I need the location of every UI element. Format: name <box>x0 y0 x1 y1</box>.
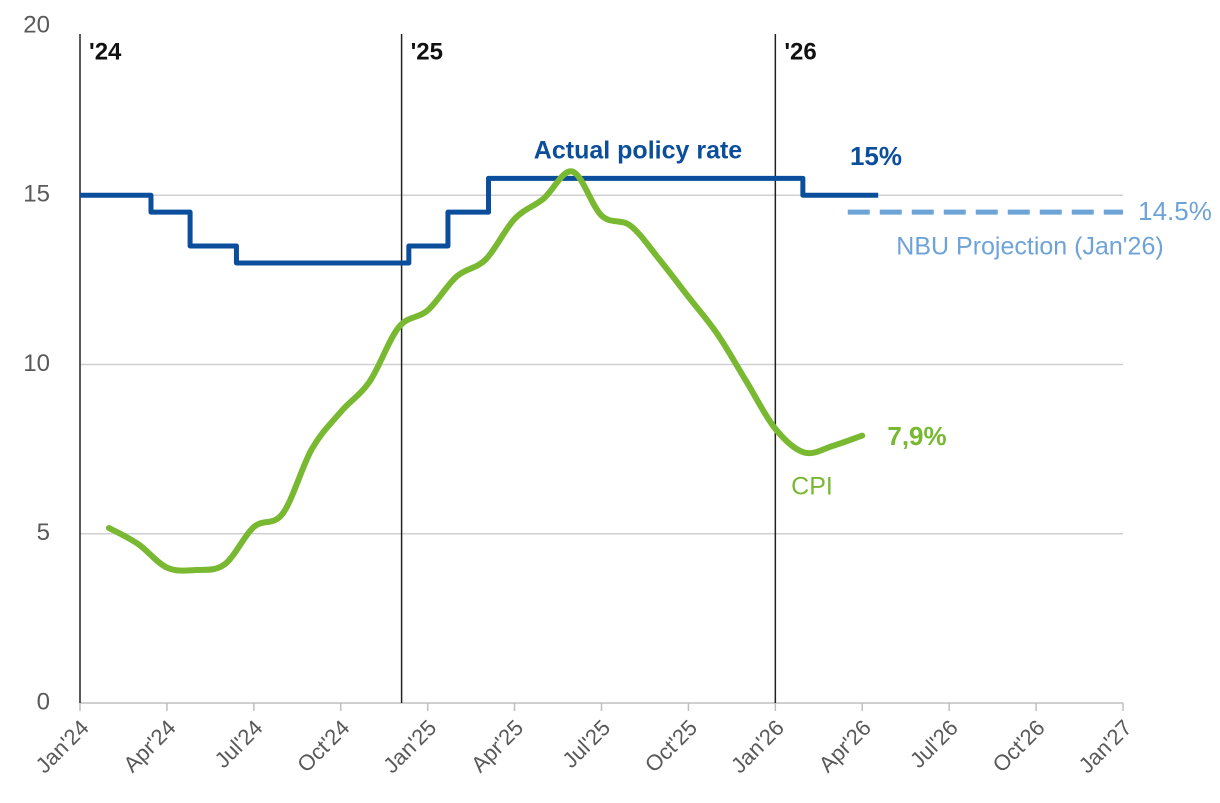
x-tick-label: Oct'26 <box>988 715 1050 777</box>
y-tick-label: 10 <box>23 350 50 377</box>
x-tick-label: Oct'25 <box>640 715 702 777</box>
x-tick-label: Apr'26 <box>814 715 876 777</box>
x-tick-label: Jan'25 <box>378 715 441 778</box>
series-label: CPI <box>791 473 833 501</box>
series-line <box>80 175 879 266</box>
x-tick-label: Jan'24 <box>31 715 94 778</box>
series-label: NBU Projection (Jan'26) <box>896 233 1163 261</box>
x-tick-label: Oct'24 <box>292 715 354 777</box>
period-label: '25 <box>411 38 443 65</box>
period-label: '24 <box>89 38 122 65</box>
y-tick-label: 0 <box>37 688 50 715</box>
series-label: Actual policy rate <box>534 137 742 165</box>
period-label: '26 <box>784 38 816 65</box>
x-tick-label: Jan'27 <box>1074 715 1137 778</box>
value-annotation: 7,9% <box>887 421 946 451</box>
x-tick-label: Apr'25 <box>466 715 528 777</box>
y-tick-label: 5 <box>37 519 50 546</box>
y-tick-label: 20 <box>23 11 50 38</box>
x-tick-label: Apr'24 <box>118 715 180 777</box>
value-annotation: 14.5% <box>1138 196 1212 226</box>
x-tick-label: Jul'25 <box>557 715 615 773</box>
x-tick-label: Jan'26 <box>726 715 789 778</box>
x-tick-label: Jul'24 <box>210 715 268 773</box>
value-annotation: 15% <box>850 141 902 171</box>
y-tick-label: 15 <box>23 181 50 208</box>
x-tick-label: Jul'26 <box>905 715 963 773</box>
series-line <box>105 168 866 574</box>
